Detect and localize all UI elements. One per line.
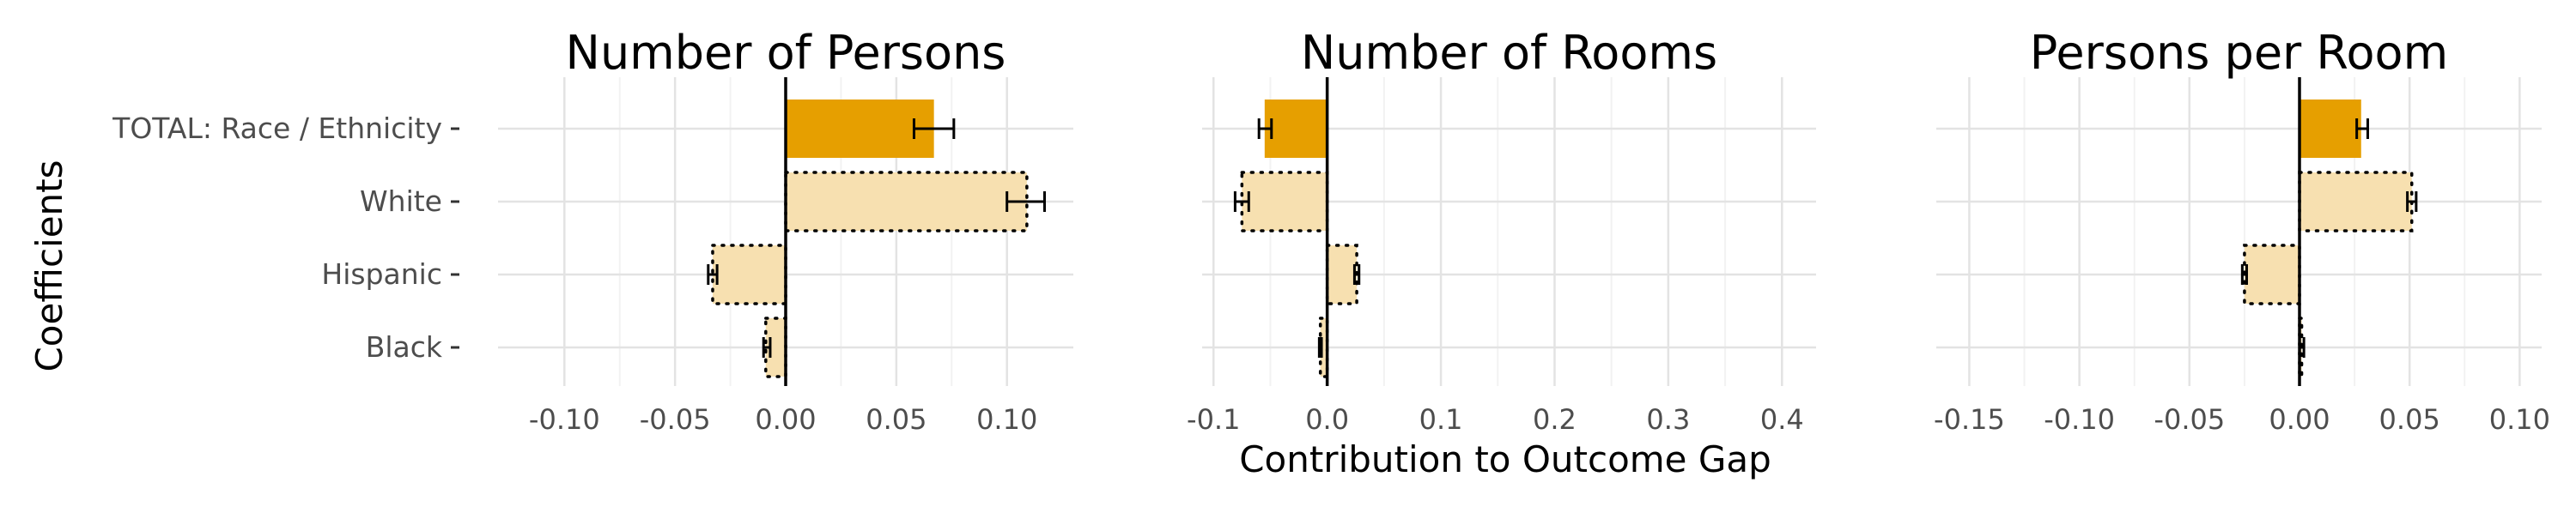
y-axis-title: Coefficients: [28, 160, 70, 371]
x-tick-label: 0.00: [2269, 403, 2330, 436]
x-tick-label: 0.00: [755, 403, 816, 436]
x-tick-label: 0.3: [1646, 403, 1690, 436]
x-tick-label: 0.1: [1419, 403, 1463, 436]
component-bar: [1318, 317, 1329, 378]
x-tick-label: 0.2: [1533, 403, 1577, 436]
total-bar: [2300, 100, 2361, 158]
component-bar: [2298, 171, 2414, 232]
component-bar: [1325, 244, 1358, 305]
x-tick-label: 0.05: [2379, 403, 2440, 436]
component-bar: [1240, 171, 1329, 232]
category-label: Hispanic: [321, 257, 442, 291]
category-label: TOTAL: Race / Ethnicity: [112, 112, 442, 145]
x-tick-label: 0.10: [2489, 403, 2550, 436]
x-tick-label: 0.0: [1305, 403, 1349, 436]
x-tick-label: -0.05: [2154, 403, 2225, 436]
total-bar: [786, 100, 934, 158]
category-label: White: [360, 184, 442, 218]
panel-title: Number of Persons: [566, 26, 1006, 80]
panel-title: Number of Rooms: [1301, 26, 1717, 80]
x-tick-label: -0.10: [2044, 403, 2115, 436]
component-bar: [784, 171, 1029, 232]
x-tick-label: -0.15: [1934, 403, 2005, 436]
x-tick-label: -0.1: [1187, 403, 1240, 436]
component-bar: [711, 244, 787, 305]
total-bar: [1264, 100, 1327, 158]
component-bar: [2243, 244, 2301, 305]
panel-title: Persons per Room: [2030, 26, 2448, 80]
x-tick-label: 0.05: [866, 403, 927, 436]
x-tick-label: 0.4: [1760, 403, 1804, 436]
category-label: Black: [366, 330, 443, 364]
x-tick-label: -0.10: [529, 403, 600, 436]
x-tick-label: 0.10: [976, 403, 1037, 436]
x-tick-label: -0.05: [640, 403, 711, 436]
x-axis-title: Contribution to Outcome Gap: [1239, 438, 1771, 480]
